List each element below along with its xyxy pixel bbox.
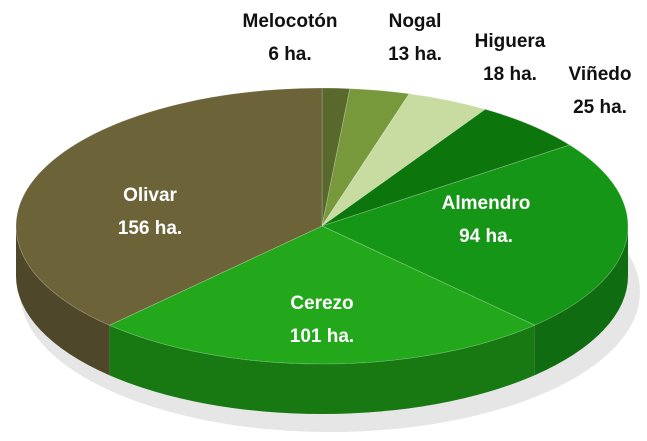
value-label: 18 ha.: [483, 64, 537, 85]
slice-label: Cerezo: [290, 293, 353, 314]
slice-side: [109, 325, 535, 415]
value-label: 6 ha.: [268, 44, 311, 65]
slice-label: Olivar: [123, 185, 177, 206]
slice: [321, 87, 351, 227]
slice: [108, 225, 536, 365]
slice-label: Higuera: [475, 31, 546, 52]
value-label: 25 ha.: [573, 97, 627, 118]
value-label: 101 ha.: [290, 326, 354, 347]
slice: [15, 87, 323, 326]
slice: [321, 93, 487, 227]
slice: [320, 144, 629, 326]
value-label: 156 ha.: [118, 218, 182, 239]
slice: [321, 108, 571, 227]
slice: [321, 88, 410, 227]
slice-side: [16, 226, 110, 376]
slice-label: Viñedo: [569, 64, 632, 85]
slice-label: Melocotón: [243, 11, 338, 32]
value-label: 13 ha.: [388, 44, 442, 65]
slice-label: Almendro: [442, 193, 531, 214]
value-label: 94 ha.: [459, 226, 513, 247]
slice-side: [534, 226, 628, 376]
slice-label: Nogal: [389, 11, 442, 32]
